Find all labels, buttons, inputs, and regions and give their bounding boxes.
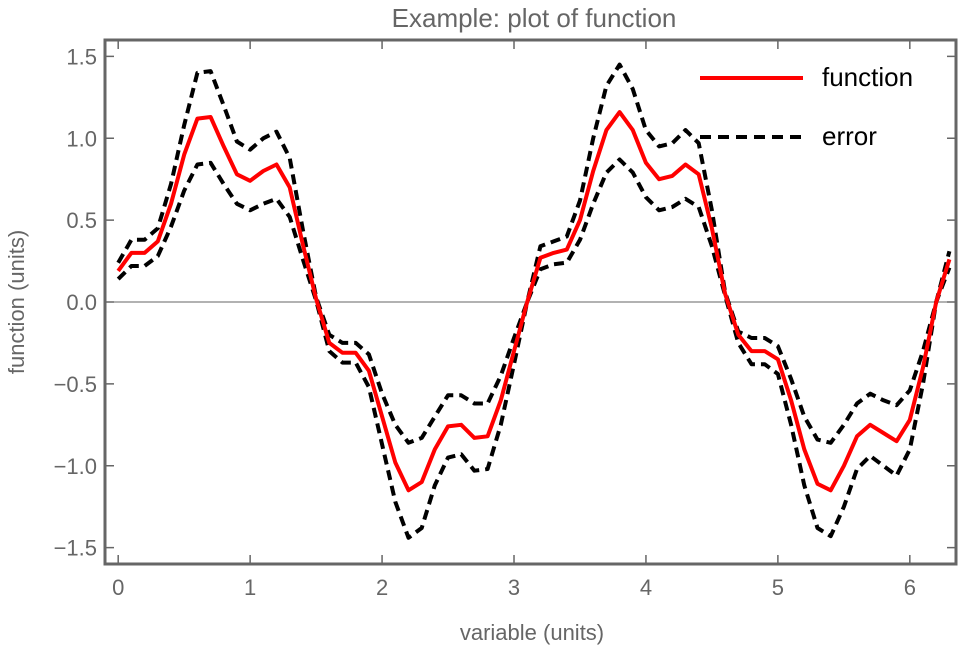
y-tick-label: 0.0 xyxy=(66,290,97,315)
x-tick-label: 5 xyxy=(772,575,784,600)
x-tick-label: 0 xyxy=(112,575,124,600)
series-error-lower-line xyxy=(116,157,952,540)
y-tick-label: 1.5 xyxy=(66,44,97,69)
x-tick-label: 1 xyxy=(244,575,256,600)
y-tick-label: −0.5 xyxy=(54,372,97,397)
y-tick-label: −1.0 xyxy=(54,454,97,479)
chart-title: Example: plot of function xyxy=(392,3,677,33)
y-tick-label: 0.5 xyxy=(66,208,97,233)
y-tick-label: 1.0 xyxy=(66,126,97,151)
x-tick-label: 4 xyxy=(640,575,652,600)
series-function-line xyxy=(116,110,952,493)
legend-label-error: error xyxy=(822,121,877,151)
legend: function error xyxy=(700,62,913,151)
x-tick-label: 3 xyxy=(508,575,520,600)
x-axis-label: variable (units) xyxy=(460,620,604,645)
y-axis-label: function (units) xyxy=(4,230,29,374)
legend-label-function: function xyxy=(822,62,913,92)
x-tick-label: 2 xyxy=(376,575,388,600)
y-tick-label: −1.5 xyxy=(54,536,97,561)
x-tick-label: 6 xyxy=(904,575,916,600)
